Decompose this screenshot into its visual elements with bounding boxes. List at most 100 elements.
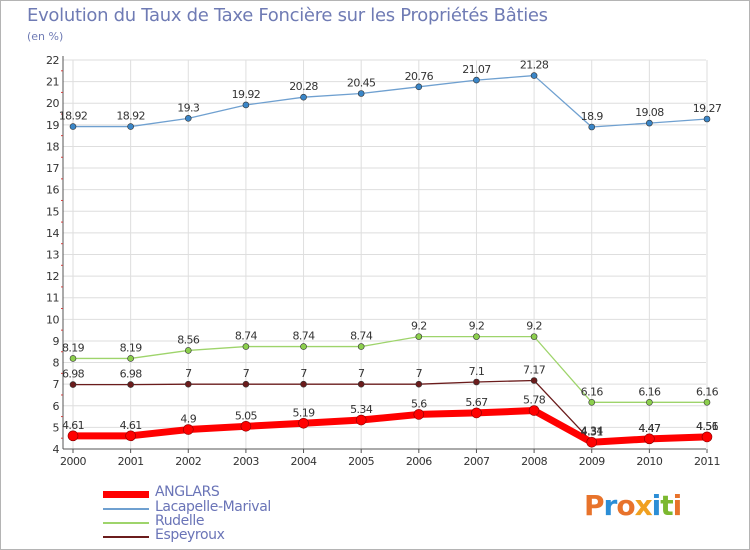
y-tick-label: 19 [46,119,59,132]
x-tick-label: 2007 [463,455,489,468]
series-line-lacapelle-marival [72,74,708,128]
data-label-lacapelle-marival: 20.76 [405,70,434,83]
point-rudelle [703,399,711,406]
y-tick-label: 12 [46,270,59,283]
data-label-anglars: 5.67 [465,396,488,409]
x-tick-label: 2005 [348,455,374,468]
point-anglars [413,409,425,420]
data-label-lacapelle-marival: 21.28 [520,59,549,72]
data-label-espeyroux: 7 [243,367,250,380]
y-tick-label: 20 [46,97,59,110]
point-rudelle [357,343,365,350]
data-label-rudelle: 8.74 [235,330,258,343]
y-tick-label: 4 [53,443,60,456]
data-label-rudelle: 8.19 [62,341,85,354]
data-label-anglars: 4.9 [180,413,196,426]
data-label-espeyroux: 4.56 [696,420,719,433]
logo-letter: o [616,489,635,522]
data-label-anglars: 5.34 [350,403,373,416]
data-label-espeyroux: 7.1 [469,365,485,378]
x-tick-label: 2011 [694,455,720,468]
point-anglars [240,421,252,432]
axes: 4 5 6 7 8 9 10 11 12 13 14 15 16 17 18 19 20 21 22 2000 2001… [46,54,721,468]
y-tick-label: 11 [46,292,59,305]
point-anglars [471,407,482,419]
point-rudelle [242,343,250,350]
data-label-espeyroux: 6.98 [120,368,143,381]
x-tick-label: 2008 [521,455,547,468]
point-lacapelle-marival [127,123,134,130]
data-label-lacapelle-marival: 20.28 [289,80,318,93]
data-label-rudelle: 6.16 [581,385,604,398]
point-rudelle [415,333,423,340]
x-tick-label: 2010 [636,455,662,468]
point-anglars [644,433,655,445]
data-label-espeyroux: 6.98 [62,368,85,381]
x-tick-label: 2006 [406,455,432,468]
point-rudelle [184,347,192,354]
data-label-anglars: 5.05 [235,409,258,422]
point-lacapelle-marival [415,83,423,91]
data-label-rudelle: 8.74 [350,330,373,343]
x-tick-label: 2002 [175,455,201,468]
point-anglars [586,437,598,448]
y-tick-label: 6 [53,400,60,413]
point-espeyroux [127,381,134,388]
point-lacapelle-marival [357,90,365,97]
point-anglars [298,417,309,429]
logo-letter: i [651,489,662,522]
y-tick-label: 5 [53,421,60,434]
grid [63,59,708,450]
point-espeyroux [415,380,423,388]
point-rudelle [69,355,77,362]
point-espeyroux [69,381,77,388]
logo-letter: P [584,489,605,522]
legend-swatch [103,508,149,510]
point-anglars [701,431,713,443]
data-label-anglars: 5.19 [292,406,315,419]
legend-label: Lacapelle-Marival [155,499,271,515]
data-label-lacapelle-marival: 21.07 [462,63,491,76]
data-label-anglars: 5.78 [523,394,546,407]
point-lacapelle-marival [242,101,250,109]
x-tick-label: 2004 [291,455,317,468]
data-label-anglars: 4.61 [120,419,142,432]
x-tick-label: 2009 [579,455,605,468]
point-lacapelle-marival [69,123,77,130]
y-tick-label: 15 [46,205,59,218]
data-label-espeyroux: 4.47 [638,422,661,435]
chart-title: Evolution du Taux de Taxe Foncière sur l… [27,5,548,26]
point-rudelle [530,333,538,340]
data-label-rudelle: 8.74 [292,330,315,343]
logo-letter: r [603,489,618,522]
y-tick-label: 14 [46,227,59,240]
point-anglars [528,405,540,416]
data-label-anglars: 4.51 [696,420,718,433]
point-lacapelle-marival [184,115,192,122]
legend-swatch [103,536,149,538]
legend-label: Espeyroux [155,527,225,543]
y-axis-unit-label: (en %) [27,30,64,43]
legend-swatch [103,490,149,498]
x-tick-label: 2001 [118,455,144,468]
point-rudelle [473,333,480,340]
logo-letter: t [660,489,673,522]
point-anglars [67,430,79,442]
point-espeyroux [530,377,538,384]
data-label-rudelle: 6.16 [696,385,719,398]
point-anglars [182,424,194,435]
legend-swatch [103,522,149,524]
data-label-anglars: 5.6 [411,397,427,410]
data-label-rudelle: 8.56 [177,333,200,346]
data-labels: 18.92 18.92 19.3 19.92 20.28 20.45 20.76 21.07 2… [59,59,723,439]
data-label-lacapelle-marival: 18.92 [116,110,145,123]
data-label-espeyroux: 4.34 [581,425,604,438]
point-lacapelle-marival [530,72,538,79]
data-label-espeyroux: 7 [300,367,307,380]
data-label-rudelle: 6.16 [638,385,661,398]
x-tick-label: 2000 [60,455,86,468]
data-label-espeyroux: 7 [185,367,192,380]
point-lacapelle-marival [473,76,480,84]
logo-letter: i [672,489,683,522]
